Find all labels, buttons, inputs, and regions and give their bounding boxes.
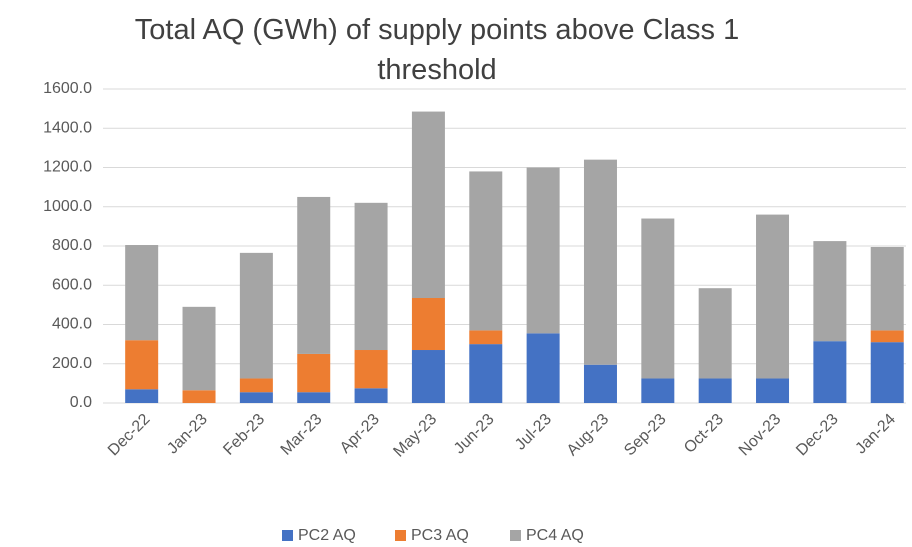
bar-segment: [641, 218, 675, 379]
y-tick-label: 1600.0: [43, 80, 92, 97]
bar-segment: [526, 167, 560, 334]
x-tick-label: Jan-23: [164, 411, 211, 458]
bar-segment: [182, 390, 216, 403]
x-tick-label: Jan-24: [852, 411, 899, 458]
y-tick-label: 1200.0: [43, 159, 92, 176]
bar-segment: [813, 241, 847, 342]
y-tick-label: 800.0: [52, 237, 92, 254]
y-tick-label: 600.0: [52, 276, 92, 293]
bar-segment: [239, 392, 273, 403]
bar-segment: [182, 306, 216, 391]
x-tick-label: Nov-23: [736, 411, 785, 460]
x-tick-label: Feb-23: [220, 411, 268, 459]
bar-segment: [526, 333, 560, 403]
x-tick-label: Jul-23: [512, 411, 555, 454]
bar-segment: [813, 341, 847, 403]
bar-segment: [297, 353, 331, 393]
bar-segment: [354, 350, 388, 389]
legend-label: PC4 AQ: [526, 527, 584, 544]
legend-swatch: [282, 530, 293, 541]
bar-segment: [756, 378, 790, 403]
x-tick-label: Mar-23: [278, 411, 326, 459]
y-tick-label: 0.0: [70, 394, 92, 411]
legend-swatch: [395, 530, 406, 541]
bar-segment: [870, 246, 904, 331]
bar-segment: [469, 344, 503, 403]
y-tick-label: 400.0: [52, 316, 92, 333]
legend-label: PC3 AQ: [411, 527, 469, 544]
x-tick-label: Sep-23: [621, 411, 670, 460]
bar-segment: [870, 330, 904, 343]
bar-segment: [297, 392, 331, 403]
bar-segment: [469, 330, 503, 345]
x-tick-label: Dec-22: [105, 411, 154, 460]
y-tick-label: 200.0: [52, 355, 92, 372]
bar-segment: [583, 159, 617, 365]
bar-segment: [411, 111, 445, 299]
x-tick-label: Aug-23: [564, 411, 613, 460]
x-tick-label: Jun-23: [451, 411, 498, 458]
bar-segment: [125, 389, 159, 403]
bar-segment: [411, 350, 445, 403]
bar-segment: [354, 388, 388, 403]
chart-title: Total AQ (GWh) of supply points above Cl…: [134, 14, 740, 86]
bar-segment: [641, 378, 675, 403]
bar-segment: [469, 171, 503, 331]
bar-segment: [354, 202, 388, 351]
bar-segment: [870, 342, 904, 403]
x-tick-label: May-23: [390, 411, 440, 461]
bar-segment: [239, 378, 273, 393]
y-tick-label: 1000.0: [43, 198, 92, 215]
bar-segment: [411, 298, 445, 351]
bar-segment: [698, 378, 732, 403]
y-tick-label: 1400.0: [43, 119, 92, 136]
legend-label: PC2 AQ: [298, 527, 356, 544]
bar-segment: [583, 364, 617, 403]
x-tick-label: Dec-23: [793, 411, 842, 460]
legend-swatch: [510, 530, 521, 541]
bar-segment: [297, 196, 331, 354]
bar-segment: [756, 214, 790, 379]
bar-segment: [125, 340, 159, 390]
x-tick-label: Oct-23: [681, 411, 727, 457]
bar-segment: [239, 252, 273, 379]
bar-segment: [125, 245, 159, 341]
x-tick-label: Apr-23: [337, 411, 383, 457]
bar-segment: [698, 288, 732, 379]
